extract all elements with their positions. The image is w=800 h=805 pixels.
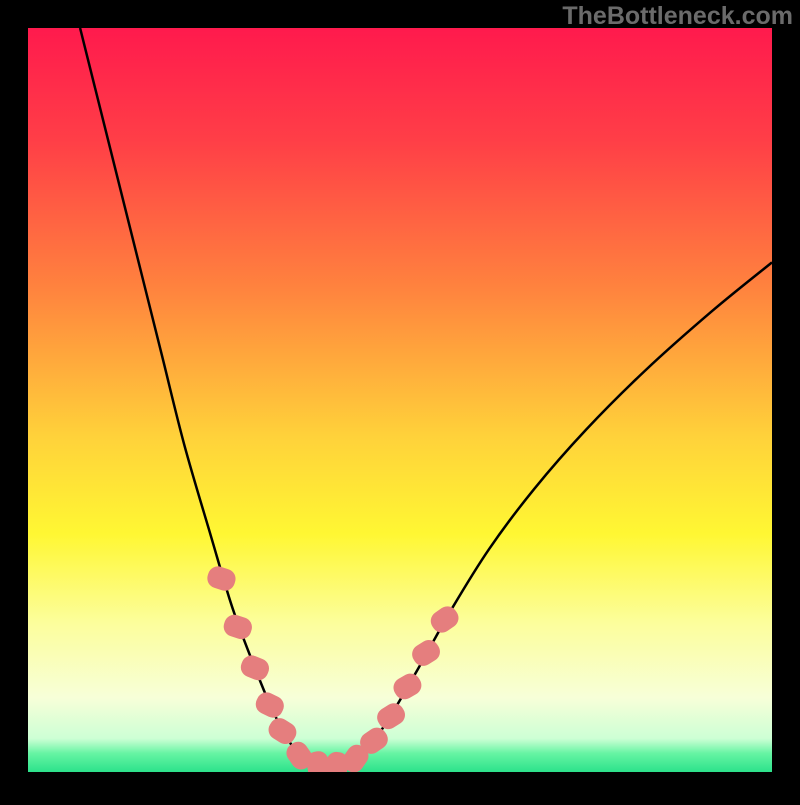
chart-svg [0,0,800,800]
watermark-text: TheBottleneck.com [562,2,793,31]
plot-background [28,28,772,772]
chart-container: TheBottleneck.com [0,0,800,800]
